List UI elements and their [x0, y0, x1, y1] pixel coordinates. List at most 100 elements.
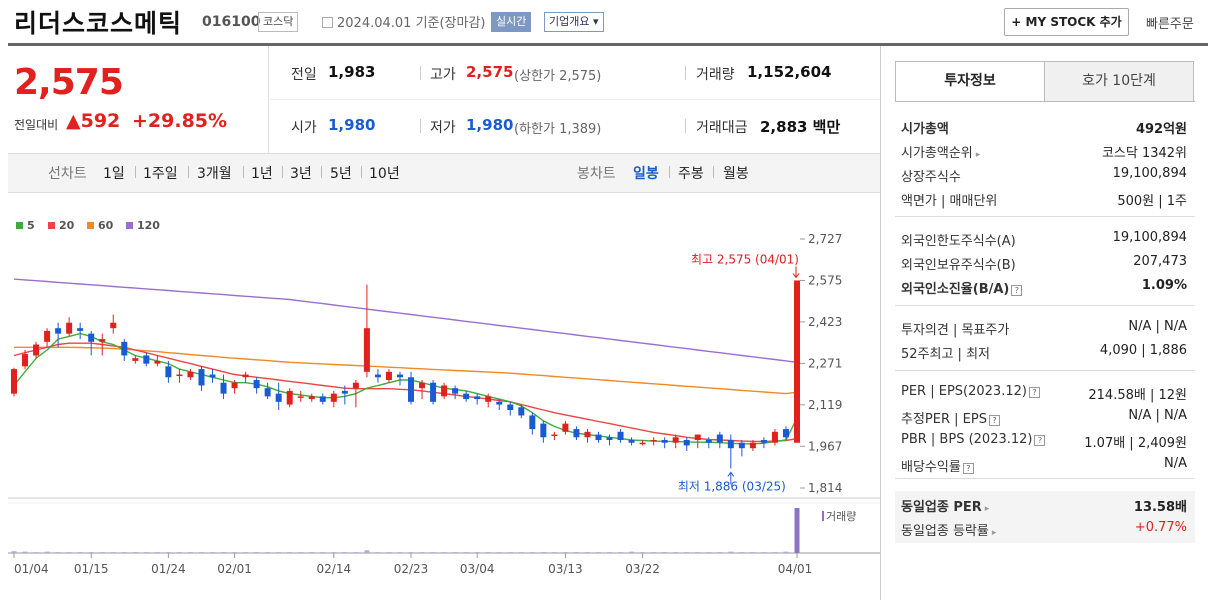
open-label: 시가	[291, 120, 317, 136]
candle-body	[209, 374, 216, 378]
volume-bar	[706, 552, 712, 553]
volume-bar	[375, 552, 381, 553]
separator	[669, 166, 670, 178]
legend-ma5: 5	[16, 219, 35, 232]
invest-row: 외국인보유주식수(B) 207,473	[901, 254, 1187, 273]
low-arrow-head	[727, 471, 735, 477]
volume-bar	[551, 552, 557, 553]
volume-bar	[331, 552, 337, 553]
quick-order-link[interactable]: 빠른주문	[1146, 17, 1194, 32]
period-3m[interactable]: 3개월	[197, 166, 232, 182]
volume-bar	[320, 552, 326, 553]
trade-amount-label: 거래대금	[696, 120, 748, 136]
market-badge: 코스닥	[258, 12, 299, 32]
invest-row-label: 시가총액	[901, 122, 949, 137]
price-chart[interactable]: 2,727 2,575 2,423 2,271 2,119 1,967 1,814 01/04…	[0, 0, 880, 600]
high-label: 고가	[430, 67, 456, 83]
x-tick-label: 02/01	[217, 562, 252, 576]
volume-bar	[265, 552, 271, 553]
volume-bar	[651, 552, 657, 553]
volume-bar	[33, 552, 39, 553]
divider	[685, 119, 686, 133]
period-monthly[interactable]: 월봉	[723, 166, 749, 182]
invest-row[interactable]: 동일업종 PER ▸ 13.58배	[901, 496, 1187, 515]
y-tick-label: 1,814	[808, 481, 842, 495]
period-weekly[interactable]: 주봉	[678, 166, 704, 182]
invest-row-label: PER | EPS(2023.12)	[901, 384, 1027, 399]
tab-invest-info[interactable]: 투자정보	[895, 61, 1045, 102]
x-tick-label: 04/01	[778, 562, 813, 576]
help-icon[interactable]: ?	[1011, 285, 1023, 296]
volume-bar	[507, 552, 513, 553]
invest-row-value: N/A | N/A	[1128, 408, 1187, 423]
candle-body	[154, 360, 161, 364]
candle-body	[540, 423, 547, 438]
invest-row[interactable]: 동일업종 등락률 ▸ +0.77%	[901, 520, 1187, 539]
divider	[895, 216, 1195, 217]
separator	[188, 166, 189, 178]
high-annotation: 최고 2,575 (04/01)	[691, 252, 799, 266]
invest-row[interactable]: 추정PER | EPS? N/A | N/A	[901, 408, 1187, 427]
base-date: 2024.04.01 기준(장마감)	[322, 12, 486, 31]
ma120-line	[13, 278, 798, 363]
invest-row[interactable]: 시가총액순위 ▸ 코스닥 1342위	[901, 142, 1187, 161]
invest-row[interactable]: PBR | BPS (2023.12)? 1.07배 | 2,409원	[901, 432, 1187, 451]
chart-period-bar	[8, 153, 881, 193]
candle-body	[639, 442, 646, 445]
period-5y[interactable]: 5년	[330, 166, 352, 182]
candle-body	[595, 434, 602, 440]
y-tick-label: 2,271	[808, 356, 842, 370]
volume-bar	[66, 552, 72, 553]
period-3y[interactable]: 3년	[290, 166, 312, 182]
invest-row[interactable]: PER | EPS(2023.12)? 214.58배 | 12원	[901, 384, 1187, 403]
company-overview-dropdown[interactable]: 기업개요 ▾	[544, 12, 604, 32]
candle-body	[606, 437, 613, 440]
invest-row[interactable]: 외국인소진율(B/A)? 1.09%	[901, 278, 1187, 297]
realtime-button[interactable]: 실시간	[491, 12, 532, 32]
invest-row-label: 상장주식수	[901, 170, 961, 185]
base-date-text: 2024.04.01 기준(장마감)	[337, 16, 486, 31]
x-tick-label: 03/13	[548, 562, 583, 576]
tab-order-book[interactable]: 호가 10단계	[1044, 61, 1194, 102]
candle-body	[264, 388, 271, 397]
calendar-icon	[322, 17, 333, 28]
period-10y[interactable]: 10년	[369, 166, 400, 182]
period-1d[interactable]: 1일	[103, 166, 125, 182]
add-mystock-button[interactable]: + MY STOCK 추가	[1004, 8, 1129, 36]
separator	[282, 166, 283, 178]
candle-body	[22, 354, 29, 367]
invest-row[interactable]: 배당수익률? N/A	[901, 456, 1187, 475]
volume-bar	[463, 552, 469, 553]
y-tick-label: 2,423	[808, 315, 842, 329]
divider	[895, 305, 1195, 306]
invest-row-label: 액면가 | 매매단위	[901, 194, 998, 209]
period-daily[interactable]: 일봉	[633, 166, 659, 182]
candle-body	[463, 393, 470, 400]
invest-row-value: 코스닥 1342위	[1101, 146, 1187, 161]
chevron-right-icon: ▸	[984, 504, 990, 514]
help-icon[interactable]: ?	[1028, 387, 1040, 398]
volume-bar	[77, 552, 83, 553]
volume-bar	[110, 552, 116, 553]
volume-swatch	[822, 511, 824, 521]
ma60-line	[14, 346, 798, 395]
candle-body	[716, 434, 723, 443]
help-icon[interactable]: ?	[988, 415, 1000, 426]
candle-body	[672, 437, 679, 443]
legend-ma5-swatch	[16, 222, 23, 229]
candle-body	[121, 341, 128, 356]
help-icon[interactable]: ?	[962, 463, 974, 474]
low-annotation: 최저 1,886 (03/25)	[678, 479, 786, 493]
period-1w[interactable]: 1주일	[143, 166, 178, 182]
volume-value: 1,152,604	[747, 63, 832, 81]
candle-body	[562, 423, 569, 432]
help-icon[interactable]: ?	[1034, 435, 1046, 446]
candle-body	[683, 440, 690, 446]
candle-body	[44, 330, 51, 342]
candle-body	[573, 429, 580, 438]
candle-body	[33, 344, 40, 356]
volume-bar	[121, 552, 127, 553]
volume-bar	[562, 552, 568, 553]
period-1y[interactable]: 1년	[251, 166, 273, 182]
volume-label: 거래량	[696, 67, 735, 83]
